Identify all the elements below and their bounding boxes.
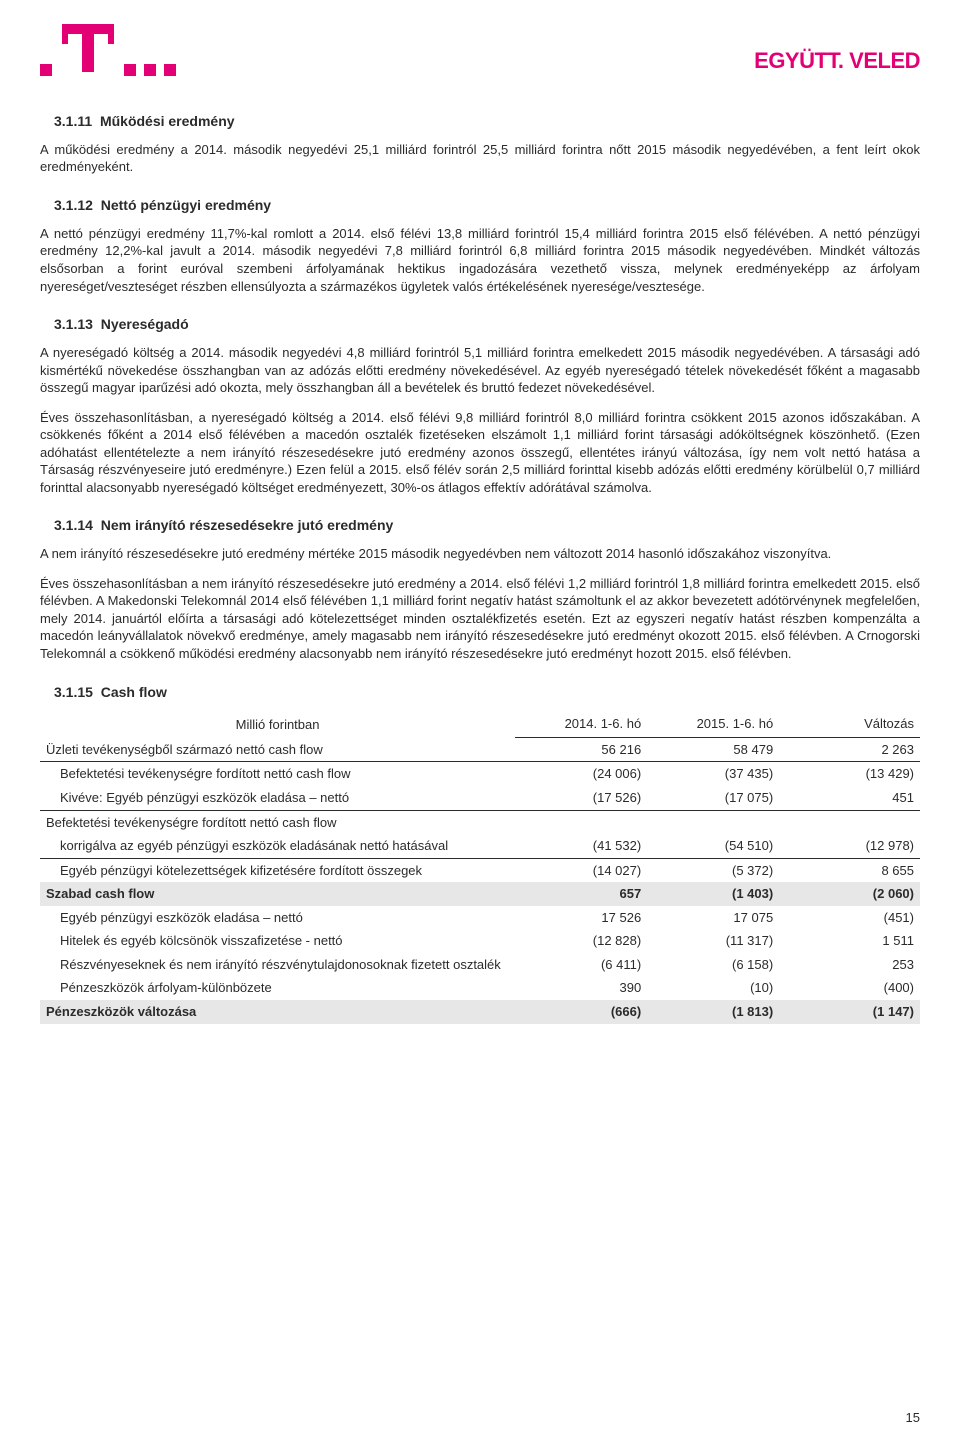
brand-tagline: EGYÜTT. VELED [754, 46, 920, 76]
cell-value: 17 075 [647, 906, 779, 930]
section-num: 3.1.14 [54, 517, 93, 533]
table-header-row: Millió forintban 2014. 1-6. hó 2015. 1-6… [40, 711, 920, 737]
paragraph: A nettó pénzügyi eredmény 11,7%-kal roml… [40, 225, 920, 295]
cell-label: Befektetési tevékenységre fordított nett… [40, 762, 515, 786]
cell-label: Hitelek és egyéb kölcsönök visszafizetés… [40, 929, 515, 953]
paragraph: Éves összehasonlításban a nem irányító r… [40, 575, 920, 663]
cell-value: (12 828) [515, 929, 647, 953]
paragraph: Éves összehasonlításban, a nyereségadó k… [40, 409, 920, 497]
cell-value: (6 411) [515, 953, 647, 977]
section-title: Nettó pénzügyi eredmény [101, 197, 271, 213]
cell-label: Egyéb pénzügyi kötelezettségek kifizetés… [40, 858, 515, 882]
cell-value: (14 027) [515, 858, 647, 882]
col-header-change: Változás [779, 711, 920, 737]
cell-label: Pénzeszközök árfolyam-különbözete [40, 976, 515, 1000]
section-num: 3.1.11 [54, 113, 92, 129]
table-row: Hitelek és egyéb kölcsönök visszafizetés… [40, 929, 920, 953]
cell-value: (1 403) [647, 882, 779, 906]
cell-value: (2 060) [779, 882, 920, 906]
paragraph: A működési eredmény a 2014. második negy… [40, 141, 920, 176]
cell-value: 390 [515, 976, 647, 1000]
paragraph: A nyereségadó költség a 2014. második ne… [40, 344, 920, 397]
table-row: Egyéb pénzügyi kötelezettségek kifizetés… [40, 858, 920, 882]
cell-value: (54 510) [647, 834, 779, 858]
cashflow-table: Millió forintban 2014. 1-6. hó 2015. 1-6… [40, 711, 920, 1023]
cell-value: (10) [647, 976, 779, 1000]
section-heading-3-1-12: 3.1.12 Nettó pénzügyi eredmény [54, 196, 920, 215]
cell-label: Üzleti tevékenységből származó nettó cas… [40, 737, 515, 762]
cell-value: (6 158) [647, 953, 779, 977]
section-title: Nyereségadó [101, 316, 189, 332]
cell-value: (1 147) [779, 1000, 920, 1024]
col-header-2014: 2014. 1-6. hó [515, 711, 647, 737]
cell-label: Szabad cash flow [40, 882, 515, 906]
page-header: EGYÜTT. VELED [40, 24, 920, 76]
cell-value: (24 006) [515, 762, 647, 786]
cell-value: (41 532) [515, 834, 647, 858]
cell-value: 451 [779, 786, 920, 810]
section-title: Nem irányító részesedésekre jutó eredmén… [101, 517, 394, 533]
cell-label: Kivéve: Egyéb pénzügyi eszközök eladása … [40, 786, 515, 810]
section-heading-3-1-15: 3.1.15 Cash flow [54, 683, 920, 702]
table-row: korrigálva az egyéb pénzügyi eszközök el… [40, 834, 920, 858]
t-logo-icon [40, 24, 180, 76]
cell-value: 2 263 [779, 737, 920, 762]
cell-value: (12 978) [779, 834, 920, 858]
cell-label: Pénzeszközök változása [40, 1000, 515, 1024]
cell-value: (666) [515, 1000, 647, 1024]
table-row: Kivéve: Egyéb pénzügyi eszközök eladása … [40, 786, 920, 810]
cell-value [779, 810, 920, 834]
cell-value: (451) [779, 906, 920, 930]
cell-value: 657 [515, 882, 647, 906]
table-row: Egyéb pénzügyi eszközök eladása – nettó1… [40, 906, 920, 930]
cell-value: 58 479 [647, 737, 779, 762]
table-row: Befektetési tevékenységre fordított nett… [40, 762, 920, 786]
section-heading-3-1-14: 3.1.14 Nem irányító részesedésekre jutó … [54, 516, 920, 535]
cell-value: 17 526 [515, 906, 647, 930]
section-title: Működési eredmény [100, 113, 235, 129]
cell-value: 1 511 [779, 929, 920, 953]
cell-label: Egyéb pénzügyi eszközök eladása – nettó [40, 906, 515, 930]
cell-value: 8 655 [779, 858, 920, 882]
table-row: Befektetési tevékenységre fordított nett… [40, 810, 920, 834]
cell-value [515, 810, 647, 834]
col-header-label: Millió forintban [40, 711, 515, 737]
cell-value: 253 [779, 953, 920, 977]
cell-value: (400) [779, 976, 920, 1000]
cell-value: (1 813) [647, 1000, 779, 1024]
table-row: Üzleti tevékenységből származó nettó cas… [40, 737, 920, 762]
cell-label: korrigálva az egyéb pénzügyi eszközök el… [40, 834, 515, 858]
col-header-2015: 2015. 1-6. hó [647, 711, 779, 737]
cell-value: 56 216 [515, 737, 647, 762]
section-title: Cash flow [101, 684, 167, 700]
section-num: 3.1.15 [54, 684, 93, 700]
section-num: 3.1.13 [54, 316, 93, 332]
page-number: 15 [906, 1409, 920, 1427]
cell-value: (5 372) [647, 858, 779, 882]
paragraph: A nem irányító részesedésekre jutó eredm… [40, 545, 920, 563]
section-heading-3-1-13: 3.1.13 Nyereségadó [54, 315, 920, 334]
cell-value: (13 429) [779, 762, 920, 786]
table-row: Pénzeszközök árfolyam-különbözete390(10)… [40, 976, 920, 1000]
cell-value: (17 526) [515, 786, 647, 810]
cell-value: (17 075) [647, 786, 779, 810]
brand-logo [40, 24, 180, 76]
cell-value: (37 435) [647, 762, 779, 786]
table-row: Részvényeseknek és nem irányító részvény… [40, 953, 920, 977]
cell-value [647, 810, 779, 834]
section-heading-3-1-11: 3.1.11 Működési eredmény [54, 112, 920, 131]
section-num: 3.1.12 [54, 197, 93, 213]
table-row-free-cashflow: Szabad cash flow 657 (1 403) (2 060) [40, 882, 920, 906]
cell-value: (11 317) [647, 929, 779, 953]
cell-label: Befektetési tevékenységre fordított nett… [40, 810, 515, 834]
cell-label: Részvényeseknek és nem irányító részvény… [40, 953, 515, 977]
table-row-cash-change: Pénzeszközök változása (666) (1 813) (1 … [40, 1000, 920, 1024]
